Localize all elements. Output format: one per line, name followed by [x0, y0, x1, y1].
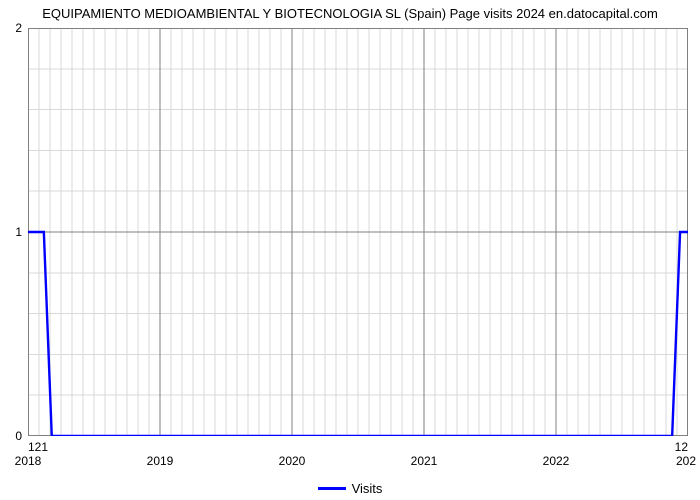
x-tick-label: 2022: [543, 436, 570, 468]
y-tick-label: 1: [15, 225, 28, 239]
legend-label: Visits: [352, 481, 383, 496]
plot-svg: [28, 28, 688, 436]
legend-swatch: [318, 487, 346, 490]
secondary-x-label-right: 12: [675, 436, 688, 454]
plot-area: 0122018201920202021202220212112: [28, 28, 688, 436]
secondary-x-label-left: 121: [28, 436, 48, 454]
x-tick-label: 2020: [279, 436, 306, 468]
x-tick-label: 2019: [147, 436, 174, 468]
chart-title: EQUIPAMIENTO MEDIOAMBIENTAL Y BIOTECNOLO…: [0, 6, 700, 21]
y-tick-label: 2: [15, 21, 28, 35]
legend-item-visits: Visits: [318, 481, 383, 496]
legend: Visits: [0, 478, 700, 496]
chart-container: EQUIPAMIENTO MEDIOAMBIENTAL Y BIOTECNOLO…: [0, 0, 700, 500]
x-tick-label: 2021: [411, 436, 438, 468]
